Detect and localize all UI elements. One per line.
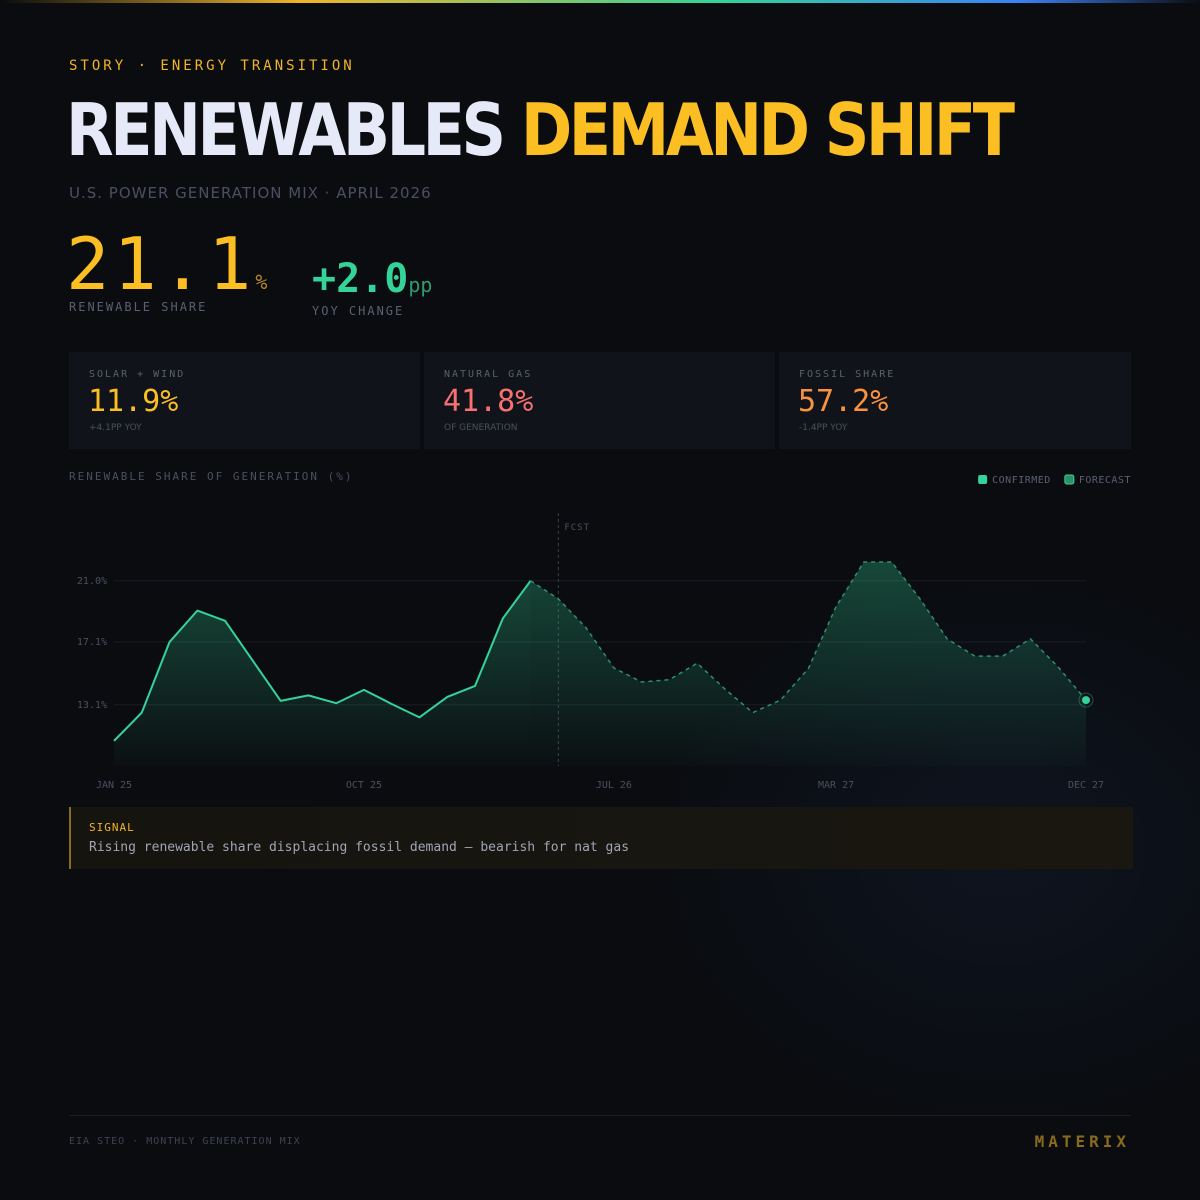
kpi-label: RENEWABLE SHARE [69, 300, 208, 314]
kpi-unit: % [255, 270, 268, 294]
stat-card: FOSSIL SHARE 57.2% -1.4PP YOY [779, 352, 1131, 449]
card-note: OF GENERATION [444, 423, 518, 433]
kpi: 21.1% RENEWABLE SHARE [66, 222, 267, 314]
kicker: STORY · ENERGY TRANSITION [69, 58, 355, 74]
accent-bar [0, 0, 1200, 3]
legend-label: FORECAST [1079, 475, 1131, 486]
kpi-unit: pp [408, 273, 433, 297]
y-tick-label: 21.0% [77, 576, 107, 587]
chart-title: RENEWABLE SHARE OF GENERATION (%) [69, 470, 354, 483]
kpi-value: 21.1 [66, 222, 256, 306]
x-tick-label: MAR 27 [818, 780, 854, 791]
annotation: FCST [564, 523, 590, 533]
area [530, 561, 1086, 766]
x-tick-label: DEC 27 [1068, 780, 1104, 791]
card-label: FOSSIL SHARE [799, 369, 896, 380]
y-tick-label: 17.1% [77, 637, 107, 648]
card-note: +4.1PP YOY [89, 423, 142, 433]
card-note: -1.4PP YOY [799, 423, 848, 433]
legend-swatch [1064, 474, 1075, 485]
x-tick-label: JUL 26 [596, 780, 632, 791]
card-label: NATURAL GAS [444, 369, 533, 380]
line [113, 580, 532, 742]
signal-label: SIGNAL [89, 821, 135, 834]
x-tick-label: OCT 25 [346, 780, 382, 791]
kpi-value: +2.0 [312, 256, 409, 302]
kpi-label: YOY CHANGE [312, 304, 405, 318]
title: RENEWABLES DEMAND SHIFT [66, 88, 1015, 172]
stat-card: NATURAL GAS 41.8% OF GENERATION [424, 352, 775, 449]
end-halo [1078, 692, 1094, 708]
divider [69, 1115, 1131, 1116]
legend-swatch [978, 475, 988, 484]
card-value: 11.9% [88, 384, 179, 419]
line [530, 561, 1087, 714]
x-tick-label: JAN 25 [96, 780, 132, 791]
end-point [1082, 696, 1090, 705]
source: EIA STEO · MONTHLY GENERATION MIX [69, 1136, 301, 1147]
stat-card: SOLAR + WIND 11.9% +4.1PP YOY [69, 352, 420, 449]
title-part: RENEWABLES [66, 88, 506, 172]
card-value: 41.8% [443, 384, 534, 419]
chart: RENEWABLE SHARE OF GENERATION (%) 13.1% 1… [69, 470, 1131, 791]
signal-text: Rising renewable share displacing fossil… [89, 840, 630, 855]
card-label: SOLAR + WIND [89, 369, 186, 380]
legend-label: CONFIRMED [992, 475, 1051, 486]
y-tick-label: 13.1% [77, 700, 107, 711]
area [114, 580, 531, 766]
title-part: DEMAND SHIFT [520, 88, 1015, 172]
subtitle: U.S. POWER GENERATION MIX · APRIL 2026 [69, 184, 432, 202]
card-value: 57.2% [798, 384, 889, 419]
brand: MATERIX [1034, 1132, 1130, 1151]
kpi: +2.0pp YOY CHANGE [312, 256, 432, 318]
signal-box: SIGNAL Rising renewable share displacing… [69, 807, 1133, 869]
